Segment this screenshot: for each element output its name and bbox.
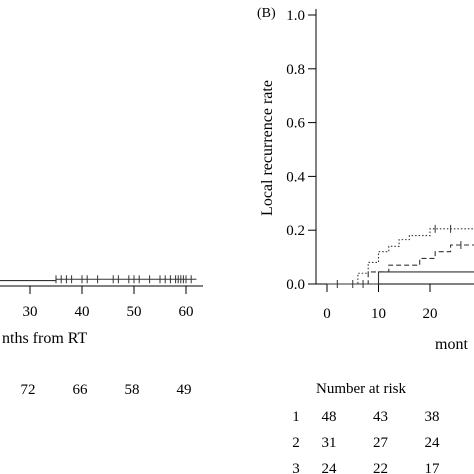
panel-b: (B) 0.0 0.2 0.4 0.6 0.8 1.0 0 10 20 Local recur… xyxy=(257,6,474,474)
panel-b-y-tick-label: 0.2 xyxy=(286,223,305,239)
panel-b-series-dotted xyxy=(327,228,474,285)
panel-a-x-tick-label: 60 xyxy=(179,304,194,320)
panel-b-y-tick-label: 1.0 xyxy=(286,8,305,24)
panel-b-risk-value: 22 xyxy=(373,461,388,474)
panel-b-risk-value: 38 xyxy=(425,409,440,425)
panel-b-y-tick-label: 0.6 xyxy=(286,116,305,132)
panel-b-risk-row-label: 2 xyxy=(292,435,300,451)
panel-b-risk-value: 31 xyxy=(322,435,337,451)
panel-b-risk-table-title: Number at risk xyxy=(316,381,406,397)
panel-b-y-tick-label: 0.4 xyxy=(286,169,305,185)
panel-a: 30 40 50 60 nths from RT 72 66 58 49 xyxy=(0,275,203,398)
panel-b-x-tick-label: 10 xyxy=(371,306,386,322)
panel-b-x-tick-label: 20 xyxy=(423,306,438,322)
panel-b-risk-value: 43 xyxy=(373,409,388,425)
panel-b-y-tick-label: 0.8 xyxy=(286,62,305,78)
panel-b-risk-value: 17 xyxy=(425,461,441,474)
panel-b-y-axis-title: Local recurrence rate xyxy=(259,80,276,216)
panel-b-risk-row-label: 1 xyxy=(292,409,300,425)
panel-b-series-dashed xyxy=(327,244,474,285)
panel-b-risk-value: 27 xyxy=(373,435,389,451)
panel-b-series-solid xyxy=(327,271,474,285)
panel-b-label: (B) xyxy=(257,6,276,21)
panel-b-x-tick-label: 0 xyxy=(323,306,331,322)
panel-a-risk-value: 49 xyxy=(177,382,192,398)
panel-b-risk-row-label: 3 xyxy=(292,461,300,474)
panel-a-series-line xyxy=(0,278,197,282)
panel-a-risk-value: 58 xyxy=(125,382,140,398)
panel-a-risk-value: 72 xyxy=(21,382,36,398)
panel-a-x-tick-label: 30 xyxy=(23,304,38,320)
panel-b-risk-value: 48 xyxy=(322,409,337,425)
panel-b-y-tick-label: 0.0 xyxy=(286,277,305,293)
panel-b-risk-value: 24 xyxy=(425,435,441,451)
panel-b-risk-value: 24 xyxy=(322,461,338,474)
panel-a-x-tick-label: 40 xyxy=(75,304,90,320)
panel-b-x-axis-title: mont xyxy=(435,336,468,353)
panel-a-risk-value: 66 xyxy=(73,382,89,398)
panel-a-x-axis-title: nths from RT xyxy=(2,330,87,347)
panel-a-x-tick-label: 50 xyxy=(127,304,142,320)
